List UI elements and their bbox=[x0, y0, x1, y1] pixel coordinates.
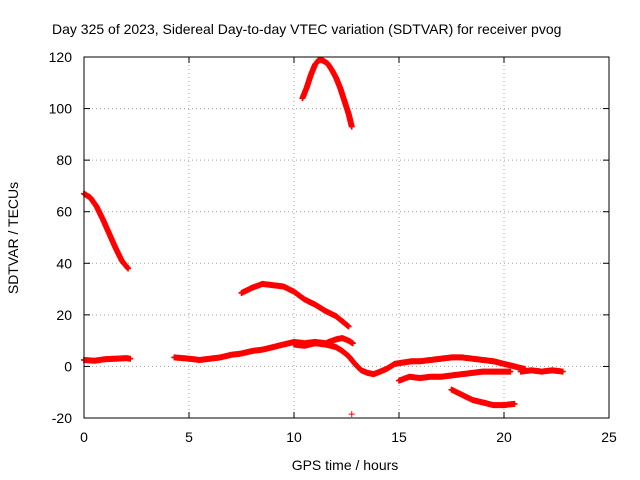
x-tick-label: 15 bbox=[391, 429, 407, 445]
x-tick-label: 20 bbox=[496, 429, 512, 445]
y-tick-label: 80 bbox=[56, 152, 72, 168]
series-arc-g bbox=[396, 368, 514, 384]
series-arc-d bbox=[238, 280, 352, 330]
data-point bbox=[348, 411, 355, 418]
x-axis-label: GPS time / hours bbox=[292, 457, 399, 473]
y-tick-label: 20 bbox=[56, 307, 72, 323]
x-tick-label: 10 bbox=[286, 429, 302, 445]
series-arc-h bbox=[448, 386, 518, 409]
data-point bbox=[348, 123, 355, 130]
x-tick-label: 0 bbox=[80, 429, 88, 445]
data-point bbox=[507, 368, 514, 375]
data-point bbox=[125, 265, 132, 272]
ticks: 0 5 10 15 20 25 -20 0 20 40 60 80 100 120 bbox=[49, 49, 617, 445]
series-arc-a bbox=[81, 190, 132, 272]
y-tick-label: 60 bbox=[56, 204, 72, 220]
data-point bbox=[345, 323, 352, 330]
y-axis-label: SDTVAR / TECUs bbox=[5, 182, 21, 294]
series-outlier bbox=[348, 411, 355, 418]
chart-title: Day 325 of 2023, Sidereal Day-to-day VTE… bbox=[52, 21, 561, 37]
series-arc-b bbox=[81, 355, 134, 364]
x-tick-label: 25 bbox=[601, 429, 617, 445]
y-tick-label: 0 bbox=[64, 358, 72, 374]
data-point bbox=[559, 368, 566, 375]
y-tick-label: 100 bbox=[49, 101, 73, 117]
series-arc-c bbox=[299, 56, 355, 130]
data-layer bbox=[81, 56, 566, 418]
data-point bbox=[127, 355, 134, 362]
plot-frame bbox=[83, 56, 610, 419]
series-arc-i bbox=[517, 367, 566, 375]
y-tick-label: 120 bbox=[49, 49, 73, 65]
y-tick-label: 40 bbox=[56, 255, 72, 271]
data-point bbox=[349, 340, 356, 347]
y-tick-label: -20 bbox=[52, 410, 72, 426]
data-point bbox=[511, 400, 518, 407]
x-tick-label: 5 bbox=[185, 429, 193, 445]
series-arc-f bbox=[291, 340, 528, 378]
